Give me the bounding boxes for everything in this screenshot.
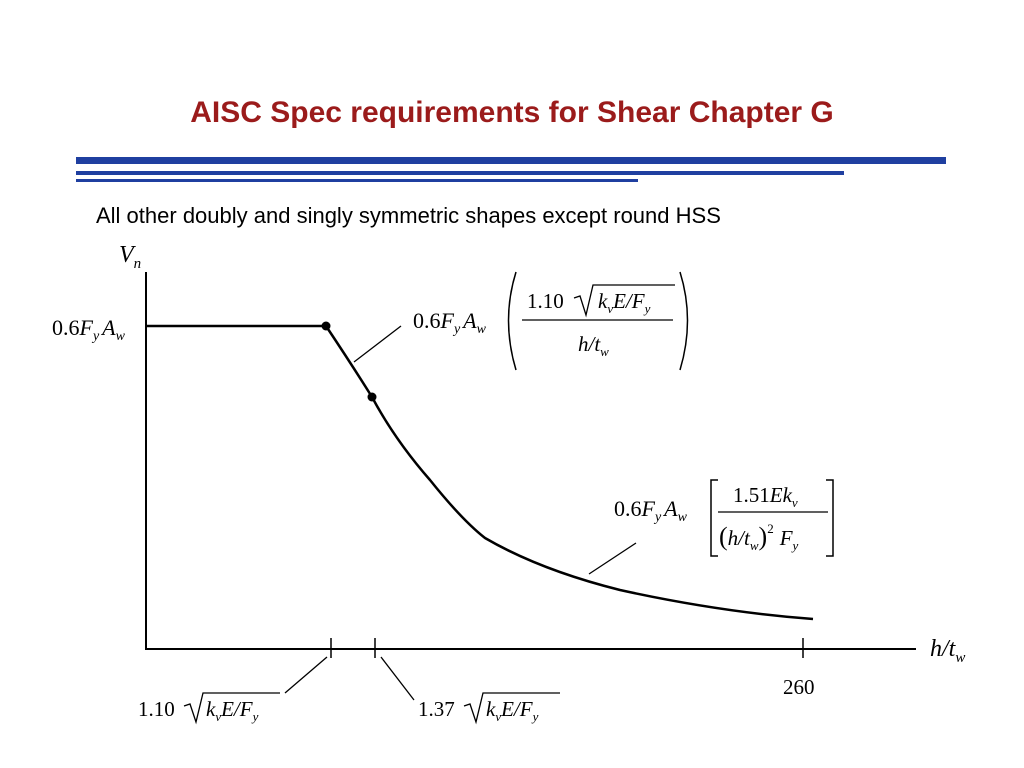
tick-label-2-root: kvE/Fy	[486, 697, 539, 724]
elastic-denominator: (h/tw)2 Fy	[719, 521, 799, 553]
x-axis-label: h/tw	[930, 636, 965, 666]
elastic-numerator: 1.51Ekv	[733, 483, 798, 510]
tick-2-leader-line	[380, 656, 415, 701]
title-rule-1	[76, 157, 946, 164]
slide-subtitle: All other doubly and singly symmetric sh…	[96, 203, 721, 228]
tick-label-1-sqrt	[183, 692, 280, 725]
title-rule-2	[76, 171, 844, 175]
tick-label-2-coef: 1.37	[418, 697, 455, 721]
elastic-formula-prefix: 0.6Fy Aw	[614, 496, 688, 525]
left-paren	[507, 271, 517, 371]
slide-title: AISC Spec requirements for Shear Chapter…	[190, 96, 834, 129]
right-bracket	[826, 479, 834, 557]
right-paren	[679, 271, 689, 371]
inelastic-leader-line	[353, 325, 402, 363]
inelastic-formula-prefix: 0.6Fy Aw	[413, 308, 487, 337]
tick-label-1-root: kvE/Fy	[206, 697, 259, 724]
transition-point-2	[367, 392, 377, 402]
inelastic-formula: 0.6Fy Aw 1.10 kvE/Fy h/tw	[413, 271, 689, 371]
inelastic-numerator-root: kvE/Fy	[598, 289, 651, 316]
tick-label-2-sqrt	[463, 692, 560, 725]
elastic-leader-line	[588, 542, 637, 575]
inelastic-denominator: h/tw	[578, 332, 609, 359]
tick-label-2: 1.37 kvE/Fy	[418, 692, 560, 725]
shear-strength-curve	[146, 324, 814, 621]
tick-label-1-coef: 1.10	[138, 697, 175, 721]
inelastic-numerator-coef: 1.10	[527, 289, 564, 313]
tick-label-1: 1.10 kvE/Fy	[138, 692, 280, 725]
elastic-formula: 0.6Fy Aw 1.51Ekv (h/tw)2 Fy	[614, 479, 834, 557]
tick-label-3: 260	[783, 675, 815, 699]
title-rule-3	[76, 179, 638, 182]
left-bracket	[710, 479, 718, 557]
y-axis-label: Vn	[119, 242, 141, 272]
transition-point-1	[321, 321, 331, 331]
tick-1-leader-line	[284, 656, 328, 694]
plateau-label: 0.6Fy Aw	[52, 315, 126, 344]
sqrt-sign	[573, 284, 675, 318]
